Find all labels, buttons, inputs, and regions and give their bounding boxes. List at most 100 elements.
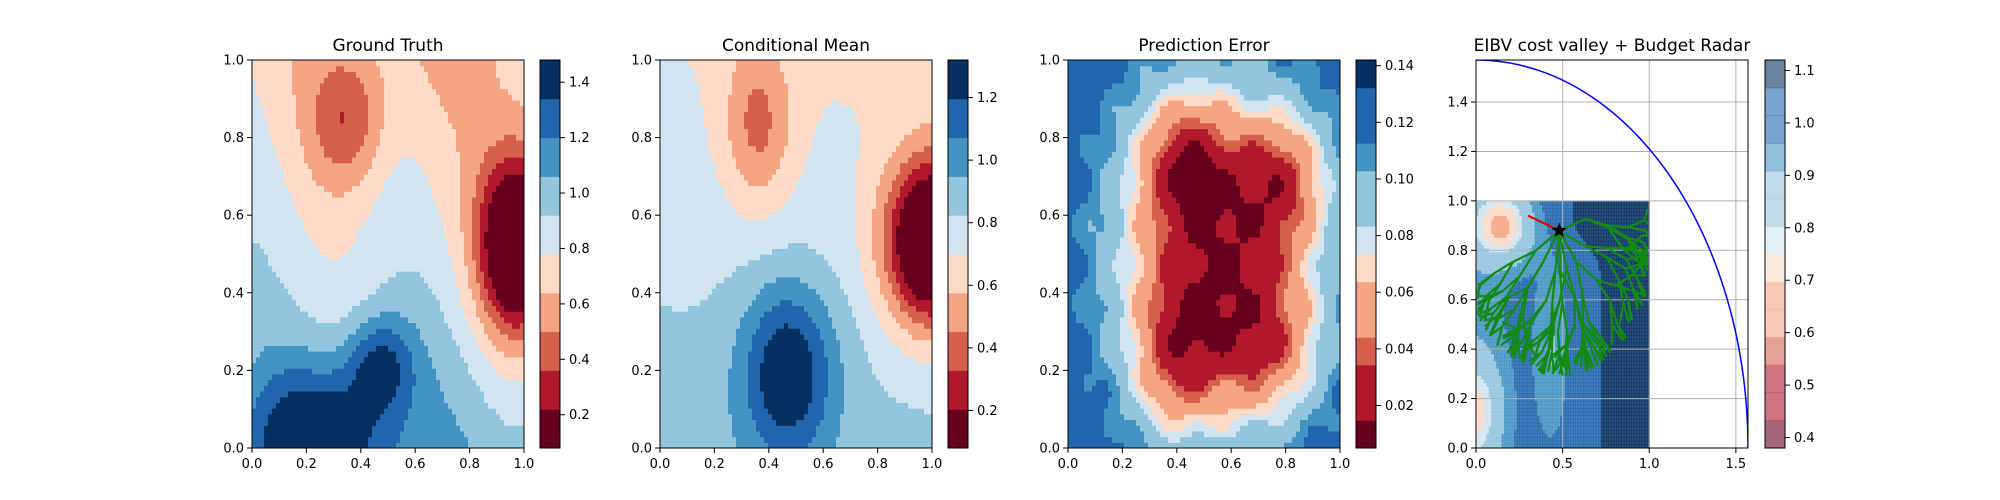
y-tick-label: 0.2 <box>223 364 244 379</box>
colorbar-tick-label: 0.04 <box>1385 342 1414 357</box>
colorbar-level <box>1356 392 1376 421</box>
y-tick-label: 1.4 <box>1447 96 1468 111</box>
tree-branch <box>1476 285 1482 294</box>
tree-branch <box>1572 346 1583 364</box>
colorbar-tick-label: 0.14 <box>1385 59 1414 74</box>
x-axis: 0.0 0.2 0.4 0.6 0.8 1.0 <box>650 448 943 472</box>
y-tick-label: 0.4 <box>631 286 652 301</box>
tree-branch <box>1521 320 1534 342</box>
x-axis: 0.0 0.2 0.4 0.6 0.8 1.0 <box>242 448 534 472</box>
colorbar-level <box>1356 309 1376 338</box>
colorbar-level <box>948 292 968 333</box>
tree-branch <box>1496 326 1504 347</box>
tree-branch <box>1617 280 1625 304</box>
colorbar-level <box>1765 198 1785 227</box>
colorbar-tick-label: 1.1 <box>1794 64 1815 79</box>
y-tick-label: 0.0 <box>631 442 652 457</box>
colorbar-level <box>1356 87 1376 116</box>
x-tick-label: 0.6 <box>813 457 834 472</box>
x-tick-label: 0.8 <box>867 457 888 472</box>
colorbar-level <box>1765 87 1785 116</box>
y-tick-label: 1.0 <box>1447 194 1468 209</box>
colorbar-tick-label: 0.5 <box>1794 379 1815 394</box>
tree-branch <box>1615 284 1633 292</box>
y-tick-label: 0.0 <box>1039 442 1060 457</box>
x-tick-label: 0.2 <box>296 457 317 472</box>
tree-branch <box>1611 324 1623 341</box>
colorbar-level <box>1765 143 1785 172</box>
tree-branch <box>1558 269 1576 297</box>
y-tick-label: 0.0 <box>1447 442 1468 457</box>
tree-branch <box>1510 336 1515 357</box>
y-axis: 0.0 0.2 0.4 0.6 0.8 1.0 <box>1039 54 1068 457</box>
colorbar: 0.02 0.04 0.06 0.08 0.10 0.12 0.14 <box>1355 59 1414 449</box>
panel-title: Conditional Mean <box>722 36 870 56</box>
tree-branch <box>1566 324 1577 347</box>
tree-branch <box>1606 256 1626 270</box>
tree-branch <box>1585 217 1609 229</box>
tree-branch <box>1522 315 1528 340</box>
colorbar-level <box>948 60 968 100</box>
tree-branch <box>1622 303 1630 324</box>
tree-branch <box>1584 244 1609 250</box>
tree-branch <box>1551 355 1561 374</box>
colorbar-level <box>540 176 560 216</box>
colorbar-level <box>948 370 968 410</box>
colorbar-tick-label: 0.8 <box>1794 221 1815 236</box>
tree-branch <box>1638 252 1649 263</box>
tree-branch <box>1589 347 1599 367</box>
tree-branch <box>1580 322 1585 347</box>
y-tick-label: 1.0 <box>1039 54 1060 69</box>
current-location-marker <box>1551 222 1567 237</box>
axes-frame <box>1067 59 1341 449</box>
tree-branch <box>1489 315 1499 335</box>
tree-branch <box>1626 236 1644 244</box>
grid-lines <box>1476 60 1748 448</box>
tree-branch <box>1505 275 1521 298</box>
colorbar-level <box>540 370 560 410</box>
colorbar-level <box>948 137 968 177</box>
tree-branch <box>1627 300 1634 321</box>
tree-branch <box>1607 226 1628 240</box>
tree-branch <box>1595 336 1610 348</box>
x-axis: 0.0 0.2 0.4 0.6 0.8 1.0 <box>1058 448 1350 472</box>
tree-branch <box>1595 279 1611 302</box>
tree-branch <box>1632 289 1639 310</box>
x-tick-label: 0.0 <box>1466 457 1487 472</box>
tree-branch <box>1643 208 1649 220</box>
y-tick-label: 0.8 <box>1039 131 1060 146</box>
heatmap-field <box>1068 60 1340 448</box>
tree-branch <box>1513 287 1529 311</box>
x-tick-label: 1.0 <box>922 457 943 472</box>
tree-branch <box>1642 241 1649 254</box>
path-tree <box>1476 208 1649 377</box>
tree-branch <box>1552 344 1567 356</box>
y-tick-label: 0.6 <box>1039 209 1060 224</box>
heatmap-field <box>660 60 932 448</box>
x-tick-label: 0.2 <box>1112 457 1133 472</box>
colorbar-tick-label: 1.0 <box>977 154 998 169</box>
colorbar-level <box>1765 309 1785 338</box>
tree-branch <box>1608 224 1629 229</box>
colorbar-level <box>540 215 560 255</box>
tree-branch <box>1522 287 1529 317</box>
y-tick-label: 1.2 <box>1447 145 1468 160</box>
colorbar-tick-label: 0.9 <box>1794 169 1815 184</box>
tree-branch <box>1626 237 1643 251</box>
tree-branch <box>1502 327 1517 339</box>
colorbar-tick-label: 0.8 <box>977 216 998 231</box>
tree-branch <box>1621 247 1638 262</box>
tree-branch <box>1636 278 1648 296</box>
colorbar-level <box>948 254 968 294</box>
tree-branch <box>1579 346 1584 368</box>
colorbar: 0.2 0.4 0.6 0.8 1.0 1.2 <box>947 59 998 449</box>
tree-branch <box>1483 301 1490 322</box>
x-tick-label: 0.2 <box>704 457 725 472</box>
x-tick-label: 0.6 <box>1221 457 1242 472</box>
tree-branch <box>1564 355 1569 377</box>
chart-panel-4: EIBV cost valley + Budget Radar 0.0 0.5 1.0… <box>1447 36 1814 472</box>
tree-branch <box>1581 321 1595 341</box>
colorbar-tick-label: 0.10 <box>1385 172 1414 187</box>
colorbar-level <box>540 98 560 139</box>
